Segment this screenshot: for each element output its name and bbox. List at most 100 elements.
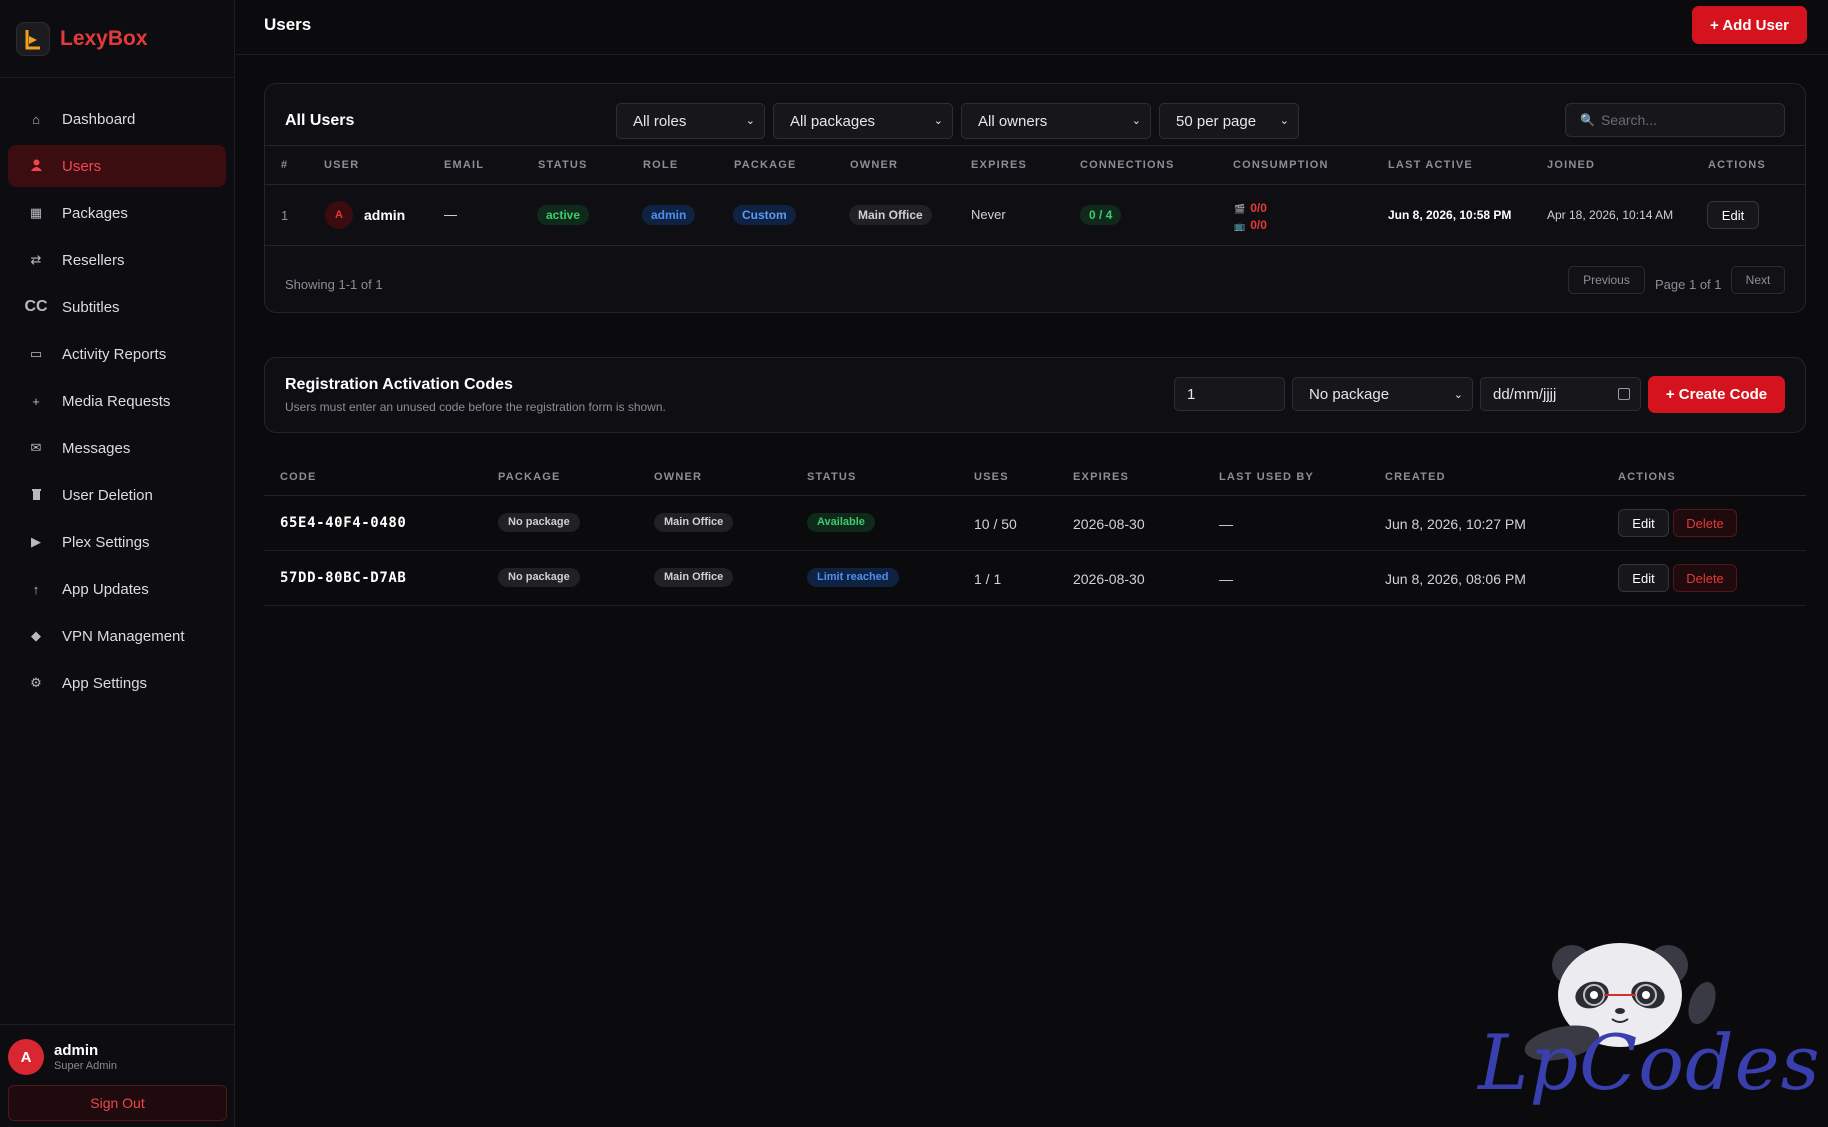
table-row: 65E4-40F4-0480 No package Main Office Av…	[264, 496, 1806, 551]
monitor-icon: ▭	[29, 346, 43, 361]
film-icon: 🎬	[1234, 204, 1246, 214]
chevron-down-icon: ⌄	[1131, 115, 1141, 127]
sidebar-item-packages[interactable]: ▦ Packages	[8, 192, 226, 234]
sidebar-item-users[interactable]: Users	[8, 145, 226, 187]
brand[interactable]: LexyBox	[0, 0, 234, 78]
topbar: Users + Add User	[236, 0, 1828, 55]
page-title: Users	[264, 15, 312, 34]
add-user-button[interactable]: + Add User	[1692, 6, 1807, 44]
joined-value: Apr 18, 2026, 10:14 AM	[1547, 208, 1674, 222]
sidebar-item-plex-settings[interactable]: ▶ Plex Settings	[8, 521, 226, 563]
expires-value: 2026-08-30	[1073, 571, 1145, 587]
code-package-select[interactable]: No package ⌄	[1292, 377, 1473, 411]
column-header: PACKAGE	[498, 471, 561, 483]
panda-mascot-icon	[1524, 943, 1716, 1061]
column-header: EXPIRES	[971, 159, 1028, 171]
last-used-by-value: —	[1219, 516, 1233, 532]
play-icon: ▶	[31, 534, 41, 549]
sidebar-footer: A admin Super Admin Sign Out	[0, 1024, 235, 1127]
package-filter-select[interactable]: All packages ⌄	[773, 103, 953, 139]
package-filter-value: All packages	[790, 112, 876, 130]
sidebar-item-label: App Updates	[62, 580, 149, 598]
package-icon: ▦	[29, 205, 43, 220]
user-name-link[interactable]: admin	[364, 207, 406, 223]
current-user: A admin Super Admin	[8, 1039, 227, 1075]
sign-out-button[interactable]: Sign Out	[8, 1085, 227, 1121]
registration-title: Registration Activation Codes	[285, 376, 513, 393]
cc-icon: CC	[24, 298, 48, 315]
swap-icon: ⇄	[30, 252, 42, 267]
sidebar-item-app-updates[interactable]: ↑ App Updates	[8, 568, 226, 610]
users-card-title: All Users	[285, 112, 355, 129]
column-header: STATUS	[538, 159, 588, 171]
sidebar-item-label: Plex Settings	[62, 533, 150, 551]
status-badge: active	[537, 205, 590, 225]
column-header: CONNECTIONS	[1080, 159, 1175, 171]
users-card: All Users All roles ⌄ All packages ⌄ All o…	[264, 83, 1806, 313]
sidebar-item-dashboard[interactable]: ⌂ Dashboard	[8, 98, 226, 140]
search-input[interactable]: 🔍 Search...	[1565, 103, 1785, 137]
pagination-summary: Showing 1-1 of 1	[285, 277, 383, 292]
column-header: STATUS	[807, 471, 857, 483]
column-header: CONSUMPTION	[1233, 159, 1329, 171]
column-header: CODE	[280, 471, 317, 483]
owner-filter-value: All owners	[978, 112, 1048, 130]
edit-code-button[interactable]: Edit	[1618, 509, 1669, 537]
sidebar-item-messages[interactable]: ✉ Messages	[8, 427, 226, 469]
consumption-b: 0/0	[1250, 218, 1267, 232]
column-header: ACTIONS	[1708, 159, 1766, 171]
sidebar-item-label: User Deletion	[62, 486, 153, 504]
delete-code-button[interactable]: Delete	[1673, 509, 1737, 537]
chevron-down-icon: ⌄	[745, 115, 755, 127]
edit-code-button[interactable]: Edit	[1618, 564, 1669, 592]
edit-user-button[interactable]: Edit	[1707, 201, 1759, 229]
activation-code: 65E4-40F4-0480	[280, 515, 407, 531]
sidebar-item-app-settings[interactable]: ⚙ App Settings	[8, 662, 226, 704]
role-filter-value: All roles	[633, 112, 687, 130]
previous-page-button[interactable]: Previous	[1568, 266, 1645, 294]
column-header: ROLE	[643, 159, 679, 171]
sidebar-item-label: Resellers	[62, 251, 125, 269]
sidebar-item-label: Media Requests	[62, 392, 171, 410]
column-header: JOINED	[1547, 159, 1596, 171]
per-page-select[interactable]: 50 per page ⌄	[1159, 103, 1299, 139]
search-placeholder: Search...	[1600, 112, 1657, 128]
uses-value: 1 / 1	[974, 571, 1002, 587]
status-badge: Limit reached	[807, 567, 899, 587]
expiry-date-input[interactable]: dd/mm/jjjj	[1480, 377, 1641, 411]
expires-value: Never	[971, 207, 1006, 222]
current-user-name: admin	[54, 1042, 99, 1059]
next-page-button[interactable]: Next	[1731, 266, 1785, 294]
column-header: OWNER	[654, 471, 703, 483]
owner-filter-select[interactable]: All owners ⌄	[961, 103, 1151, 139]
home-icon: ⌂	[32, 111, 40, 127]
sidebar-item-media-requests[interactable]: + Media Requests	[8, 380, 226, 422]
registration-subtitle: Users must enter an unused code before t…	[285, 400, 666, 414]
watermark-text: LpCodes	[1478, 1018, 1821, 1107]
sidebar-item-resellers[interactable]: ⇄ Resellers	[8, 239, 226, 281]
date-placeholder: dd/mm/jjjj	[1493, 385, 1557, 403]
expires-value: 2026-08-30	[1073, 516, 1145, 532]
owner-badge: Main Office	[849, 205, 932, 225]
uses-input[interactable]: 1	[1174, 377, 1285, 411]
sidebar-item-vpn-management[interactable]: ◆ VPN Management	[8, 615, 226, 657]
consumption: 🎬 0/0 📺 0/0	[1234, 200, 1267, 234]
sidebar-item-subtitles[interactable]: CC Subtitles	[8, 286, 226, 328]
sidebar-item-activity-reports[interactable]: ▭ Activity Reports	[8, 333, 226, 375]
column-header: PACKAGE	[734, 159, 797, 171]
sidebar-item-user-deletion[interactable]: User Deletion	[8, 474, 226, 516]
sidebar-item-label: Dashboard	[62, 110, 136, 128]
sidebar-item-label: Packages	[62, 204, 128, 222]
create-code-button[interactable]: + Create Code	[1648, 376, 1785, 413]
sidebar-item-label: Users	[62, 157, 102, 175]
role-filter-select[interactable]: All roles ⌄	[616, 103, 765, 139]
role-badge: admin	[642, 205, 696, 225]
user-email: —	[444, 207, 457, 222]
sidebar-item-label: Activity Reports	[62, 345, 167, 363]
sidebar-item-label: Messages	[62, 439, 131, 457]
delete-code-button[interactable]: Delete	[1673, 564, 1737, 592]
owner-badge: Main Office	[654, 512, 734, 532]
owner-badge: Main Office	[654, 567, 734, 587]
current-user-role: Super Admin	[54, 1060, 117, 1072]
consumption-a: 0/0	[1250, 201, 1267, 215]
